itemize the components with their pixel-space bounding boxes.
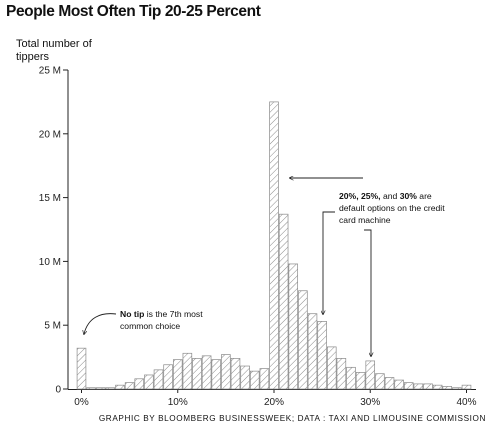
bar — [384, 377, 395, 390]
bar — [403, 382, 414, 390]
bar — [375, 373, 385, 390]
x-tick-label: 20% — [264, 397, 284, 408]
arrow-to-25pct — [323, 211, 335, 314]
bar — [230, 358, 241, 390]
bar — [86, 387, 96, 390]
y-tick-label: 15 M — [39, 193, 61, 204]
y-axis-label-line-1: Total number of — [16, 38, 92, 50]
bar — [144, 374, 154, 390]
bar — [269, 101, 279, 390]
bar — [365, 360, 376, 390]
bar — [307, 313, 318, 390]
bar — [355, 372, 366, 390]
bar — [461, 384, 472, 390]
bar — [240, 365, 250, 390]
x-tick-label: 40% — [456, 397, 476, 408]
annotation-defaults: 20%, 25%, and 30% are default options on… — [290, 178, 445, 356]
annotation-no-tip-line-1: No tip is the 7th most — [120, 309, 203, 319]
y-tick-label: 20 M — [39, 129, 61, 140]
bar — [192, 358, 202, 390]
annotation-no-tip-line-2: common choice — [120, 321, 180, 331]
bar — [423, 383, 433, 390]
y-axis-label-line-2: tippers — [16, 51, 50, 63]
y-axis-label: Total number of tippers — [16, 38, 92, 64]
bar — [298, 290, 308, 390]
bar — [124, 382, 135, 390]
bar — [249, 370, 260, 390]
bar — [211, 359, 222, 390]
bar — [346, 366, 356, 390]
y-tick-label: 0 — [55, 385, 61, 396]
bar — [182, 352, 193, 390]
bar — [326, 346, 337, 390]
bar — [221, 354, 231, 390]
annotation-defaults-line-1: 20%, 25%, and 30% are — [339, 191, 432, 201]
bar — [278, 213, 289, 390]
bar — [134, 378, 145, 390]
bar — [201, 355, 212, 390]
bar — [317, 321, 327, 390]
bar — [413, 383, 424, 390]
chart-title: People Most Often Tip 20-25 Percent — [6, 3, 261, 20]
y-tick-label: 25 M — [39, 66, 61, 77]
x-axis: 0% 10% 20% 30% 40% — [68, 389, 477, 408]
bar — [288, 263, 299, 390]
bars — [76, 101, 472, 390]
annotation-defaults-line-2: default options on the credit — [339, 203, 445, 213]
bar — [452, 387, 462, 390]
x-tick-label: 0% — [74, 397, 89, 408]
bar — [105, 387, 116, 390]
y-tick-label: 10 M — [39, 257, 61, 268]
bar — [172, 359, 183, 390]
bar — [336, 358, 347, 390]
bar — [115, 384, 125, 390]
x-tick-label: 10% — [168, 397, 188, 408]
x-tick-label: 30% — [360, 397, 380, 408]
annotation-no-tip-arrow — [84, 313, 117, 334]
y-tick-label: 5 M — [44, 321, 61, 332]
annotation-no-tip: No tip is the 7th most common choice — [84, 309, 203, 334]
y-axis: 0 5 M 10 M 15 M 20 M 25 M — [39, 66, 69, 396]
annotation-defaults-line-3: card machine — [339, 215, 391, 225]
bar — [163, 364, 173, 390]
bar — [95, 387, 106, 390]
bar — [394, 379, 404, 390]
bar — [259, 368, 270, 390]
bar — [76, 347, 87, 390]
bar — [432, 384, 443, 390]
source-footer: GRAPHIC BY BLOOMBERG BUSINESSWEEK; DATA … — [98, 414, 486, 423]
bar — [153, 369, 164, 390]
arrow-to-30pct — [364, 229, 371, 356]
bar — [442, 386, 453, 390]
